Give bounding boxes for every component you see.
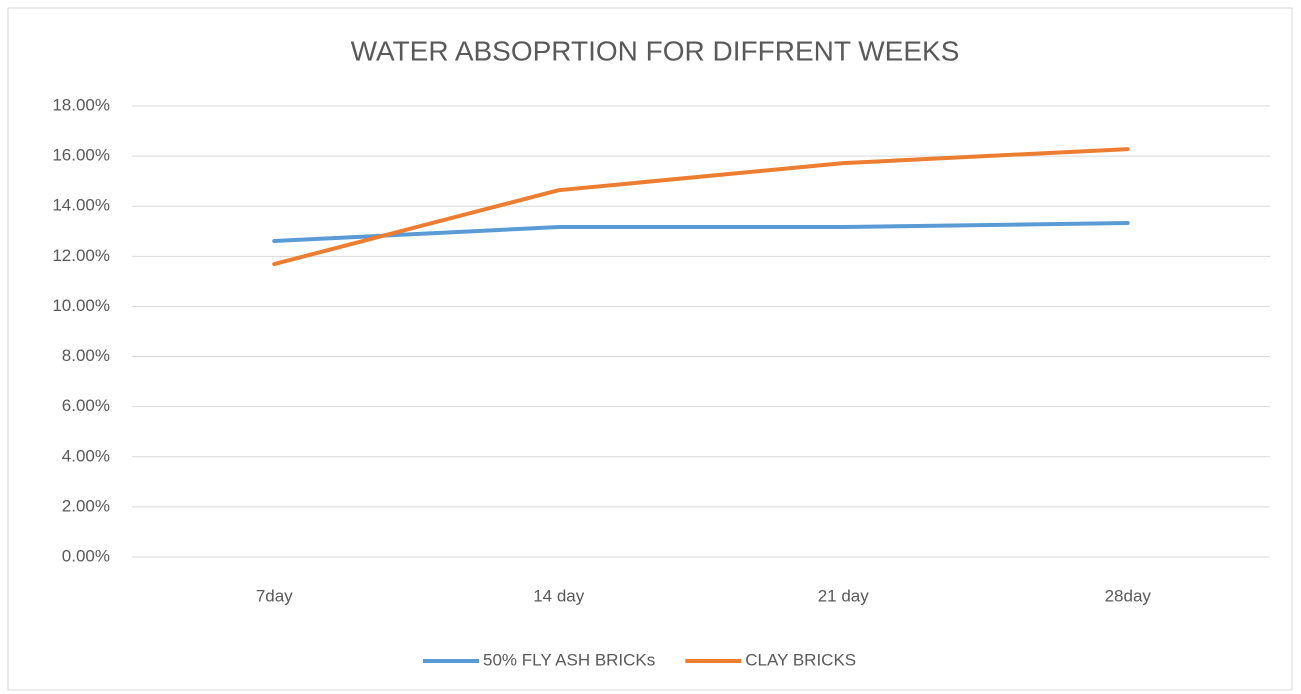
x-tick-label: 21 day [818,586,870,605]
y-tick-label: 18.00% [52,95,110,114]
y-tick-label: 0.00% [62,546,110,565]
y-tick-label: 16.00% [52,146,110,165]
y-tick-label: 8.00% [62,346,110,365]
y-tick-label: 14.00% [52,196,110,215]
legend-label: CLAY BRICKS [745,650,856,669]
y-tick-label: 4.00% [62,446,110,465]
x-tick-label: 7day [256,586,293,605]
x-tick-label: 28day [1105,586,1152,605]
y-tick-label: 2.00% [62,496,110,515]
chart-title: WATER ABSOPRTION FOR DIFFRENT WEEKS [351,35,960,66]
line-series [272,147,1130,267]
y-tick-label: 6.00% [62,396,110,415]
line-series [272,221,1130,244]
y-tick-label: 10.00% [52,296,110,315]
chart-border [7,7,1293,691]
y-tick-label: 12.00% [52,246,110,265]
x-tick-label: 14 day [533,586,585,605]
legend-label: 50% FLY ASH BRICKs [483,650,655,669]
